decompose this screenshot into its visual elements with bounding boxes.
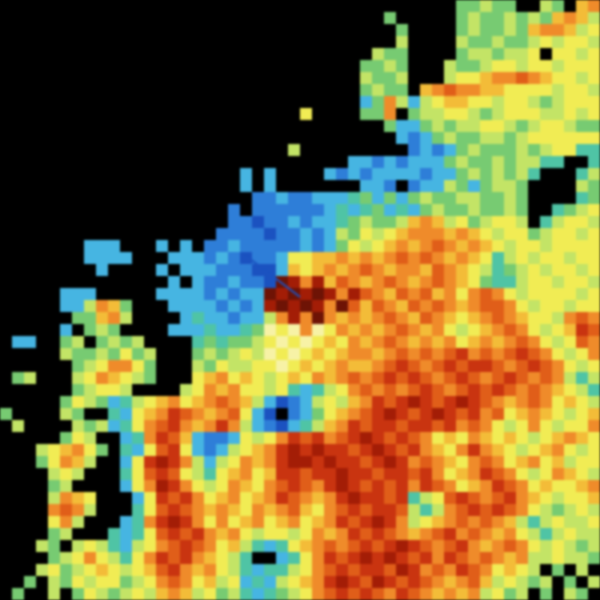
radar-display	[0, 0, 600, 600]
radar-reflectivity-canvas	[0, 0, 600, 600]
